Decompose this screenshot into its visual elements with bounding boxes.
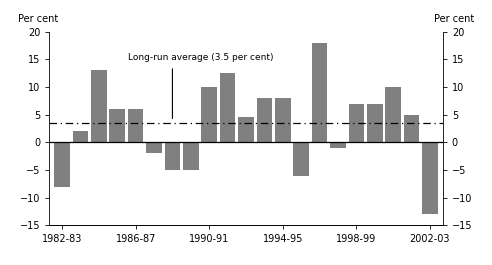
Bar [146, 142, 162, 153]
Bar [91, 70, 107, 142]
Bar [73, 131, 88, 142]
Bar [330, 142, 346, 148]
Bar [201, 87, 217, 142]
Text: Per cent: Per cent [434, 14, 474, 24]
Text: Per cent: Per cent [18, 14, 58, 24]
Bar [183, 142, 199, 170]
Bar [293, 142, 309, 175]
Bar [256, 98, 272, 142]
Bar [109, 109, 125, 142]
Bar [422, 142, 438, 214]
Bar [275, 98, 291, 142]
Bar [220, 73, 236, 142]
Bar [238, 117, 254, 142]
Bar [367, 104, 383, 142]
Bar [348, 104, 364, 142]
Text: Long-run average (3.5 per cent): Long-run average (3.5 per cent) [128, 53, 274, 62]
Bar [165, 142, 180, 170]
Bar [385, 87, 401, 142]
Bar [128, 109, 144, 142]
Bar [54, 142, 70, 187]
Bar [312, 43, 327, 142]
Bar [404, 115, 419, 142]
